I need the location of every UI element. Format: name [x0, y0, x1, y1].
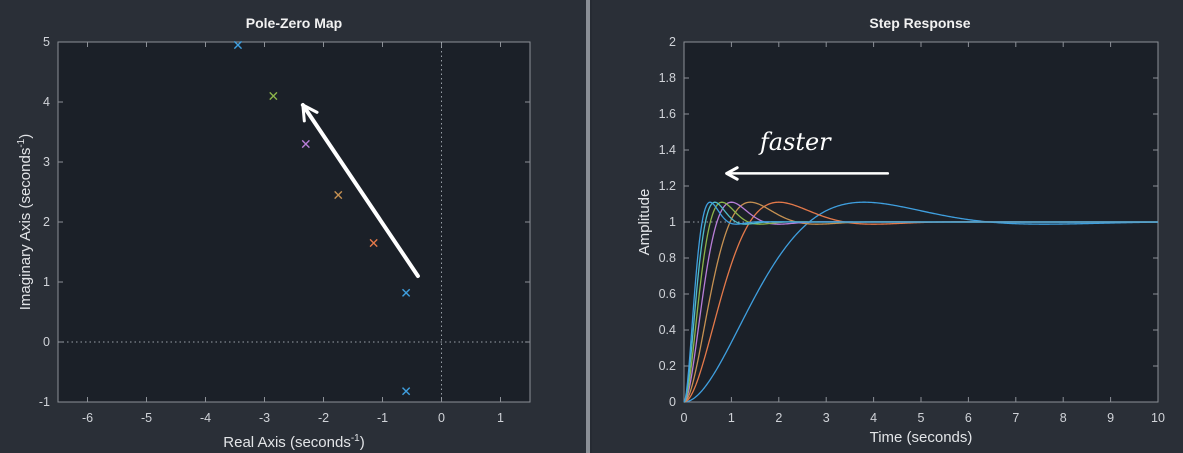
step-response-ytick-label: 2: [669, 35, 676, 49]
pole-zero-ytick-label: 2: [43, 215, 50, 229]
step-response-ytick-label: 0: [669, 395, 676, 409]
pole-zero-title: Pole-Zero Map: [246, 15, 342, 31]
pole-marker[interactable]: [334, 190, 343, 200]
step-response-ytick-label: 0.6: [659, 287, 676, 301]
pole-zero-xtick-label: -2: [318, 411, 329, 425]
step-response-ytick-label: 1.8: [659, 71, 676, 85]
pole-marker[interactable]: [233, 40, 243, 50]
step-response-xtick-label: 2: [775, 411, 782, 425]
step-response-title: Step Response: [869, 15, 970, 31]
step-response-ytick-label: 1.2: [659, 179, 676, 193]
pole-zero-arrow-annotation: [300, 103, 420, 278]
pole-zero-ytick-label: 3: [43, 155, 50, 169]
step-response-xlabel: Time (seconds): [870, 429, 973, 446]
pole-marker[interactable]: [269, 91, 278, 101]
pole-zero-ticks: -6 -5 -4 -3 -2 -1 0 1 -1 0 1 2 3 4 5: [39, 35, 530, 425]
pole-zero-xlabel: Real Axis (seconds-1): [223, 433, 364, 451]
faster-arrow-head: [725, 166, 739, 181]
pole-zero-ylabel: Imaginary Axis (seconds-1): [16, 134, 34, 310]
pole-zero-xtick-label: -1: [377, 411, 388, 425]
pole-zero-ytick-label: 5: [43, 35, 50, 49]
pole-zero-xtick-label: 0: [438, 411, 445, 425]
pole-zero-ytick-label: 1: [43, 275, 50, 289]
step-response-xtick-label: 10: [1151, 411, 1165, 425]
step-response-xtick-label: 5: [918, 411, 925, 425]
pole-zero-xtick-label: 1: [497, 411, 504, 425]
step-response-xtick-label: 7: [1012, 411, 1019, 425]
step-response-line[interactable]: [683, 201, 1158, 403]
step-response-xtick-label: 6: [965, 411, 972, 425]
pole-marker[interactable]: [301, 139, 310, 149]
step-response-xtick-label: 9: [1107, 411, 1114, 425]
pole-zero-markers: [233, 40, 411, 396]
step-response-ytick-label: 1.6: [659, 107, 676, 121]
pole-zero-ytick-label: -1: [39, 395, 50, 409]
pole-zero-chart: Pole-Zero Map -6 -5 -4 -3 -2 -1 0 1 -1 0 1 2 3 4 5 Rea…: [16, 15, 531, 451]
pole-zero-xtick-label: -6: [82, 411, 93, 425]
pole-zero-xtick-label: -3: [259, 411, 270, 425]
pole-marker[interactable]: [369, 238, 378, 248]
pole-zero-xtick-label: -5: [141, 411, 152, 425]
step-response-lines: [683, 201, 1159, 403]
pole-zero-ytick-label: 0: [43, 335, 50, 349]
pole-zero-xtick-label: -4: [200, 411, 211, 425]
pole-marker[interactable]: [402, 387, 411, 396]
pole-marker[interactable]: [402, 288, 411, 297]
step-response-xtick-label: 3: [823, 411, 830, 425]
pole-zero-axes[interactable]: [57, 41, 531, 403]
pole-zero-ytick-label: 4: [43, 95, 50, 109]
step-response-ylabel: Amplitude: [636, 189, 653, 256]
step-response-ytick-label: 1: [669, 215, 676, 229]
pole-zero-zero-lines: [58, 42, 530, 402]
step-response-ticks: 0 1 2 3 4 5 6 7 8 9 10 0 0.2 0.4 0.6 0.8 1 1.2 1.4 1.6 1.8 2: [659, 35, 1165, 425]
step-response-ytick-label: 1.4: [659, 143, 676, 157]
pole-zero-arrow-head: [301, 103, 319, 123]
faster-annotation-text: faster: [758, 128, 832, 156]
step-response-xtick-label: 4: [870, 411, 877, 425]
step-response-arrow-annotation: faster: [725, 128, 890, 181]
panel-divider[interactable]: [586, 0, 590, 453]
step-response-ytick-label: 0.4: [659, 323, 676, 337]
pole-zero-arrow-shaft: [300, 103, 420, 278]
step-response-xtick-label: 8: [1060, 411, 1067, 425]
step-response-xtick-label: 1: [728, 411, 735, 425]
step-response-ytick-label: 0.8: [659, 251, 676, 265]
step-response-xtick-label: 0: [681, 411, 688, 425]
step-response-ytick-label: 0.2: [659, 359, 676, 373]
step-response-chart: Step Response 0 1 2 3 4 5 6 7 8 9 10 0 0.2 0.4 0.6 0.8 1…: [636, 15, 1165, 446]
step-response-line[interactable]: [683, 201, 1159, 403]
